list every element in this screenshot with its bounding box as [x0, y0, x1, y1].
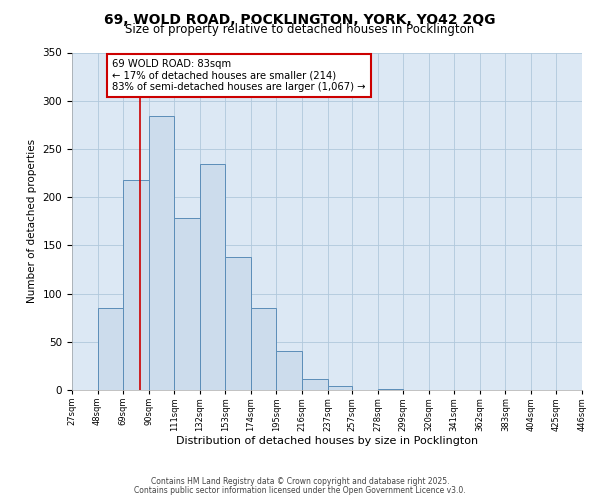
Bar: [277, 352, 302, 390]
Text: 69 WOLD ROAD: 83sqm
← 17% of detached houses are smaller (214)
83% of semi-detac: 69 WOLD ROAD: 83sqm ← 17% of detached ho…: [112, 59, 365, 92]
Bar: [174, 218, 200, 390]
Text: 69, WOLD ROAD, POCKLINGTON, YORK, YO42 2QG: 69, WOLD ROAD, POCKLINGTON, YORK, YO42 2…: [104, 12, 496, 26]
Bar: [302, 380, 328, 390]
X-axis label: Distribution of detached houses by size in Pocklington: Distribution of detached houses by size …: [176, 436, 478, 446]
Text: Contains public sector information licensed under the Open Government Licence v3: Contains public sector information licen…: [134, 486, 466, 495]
Text: Size of property relative to detached houses in Pocklington: Size of property relative to detached ho…: [125, 22, 475, 36]
Bar: [200, 164, 226, 390]
Bar: [149, 116, 174, 390]
Bar: [251, 308, 277, 390]
Bar: [123, 180, 149, 390]
Bar: [226, 257, 251, 390]
Y-axis label: Number of detached properties: Number of detached properties: [27, 139, 37, 304]
Text: Contains HM Land Registry data © Crown copyright and database right 2025.: Contains HM Land Registry data © Crown c…: [151, 477, 449, 486]
Bar: [377, 389, 403, 390]
Bar: [98, 308, 123, 390]
Bar: [328, 386, 352, 390]
